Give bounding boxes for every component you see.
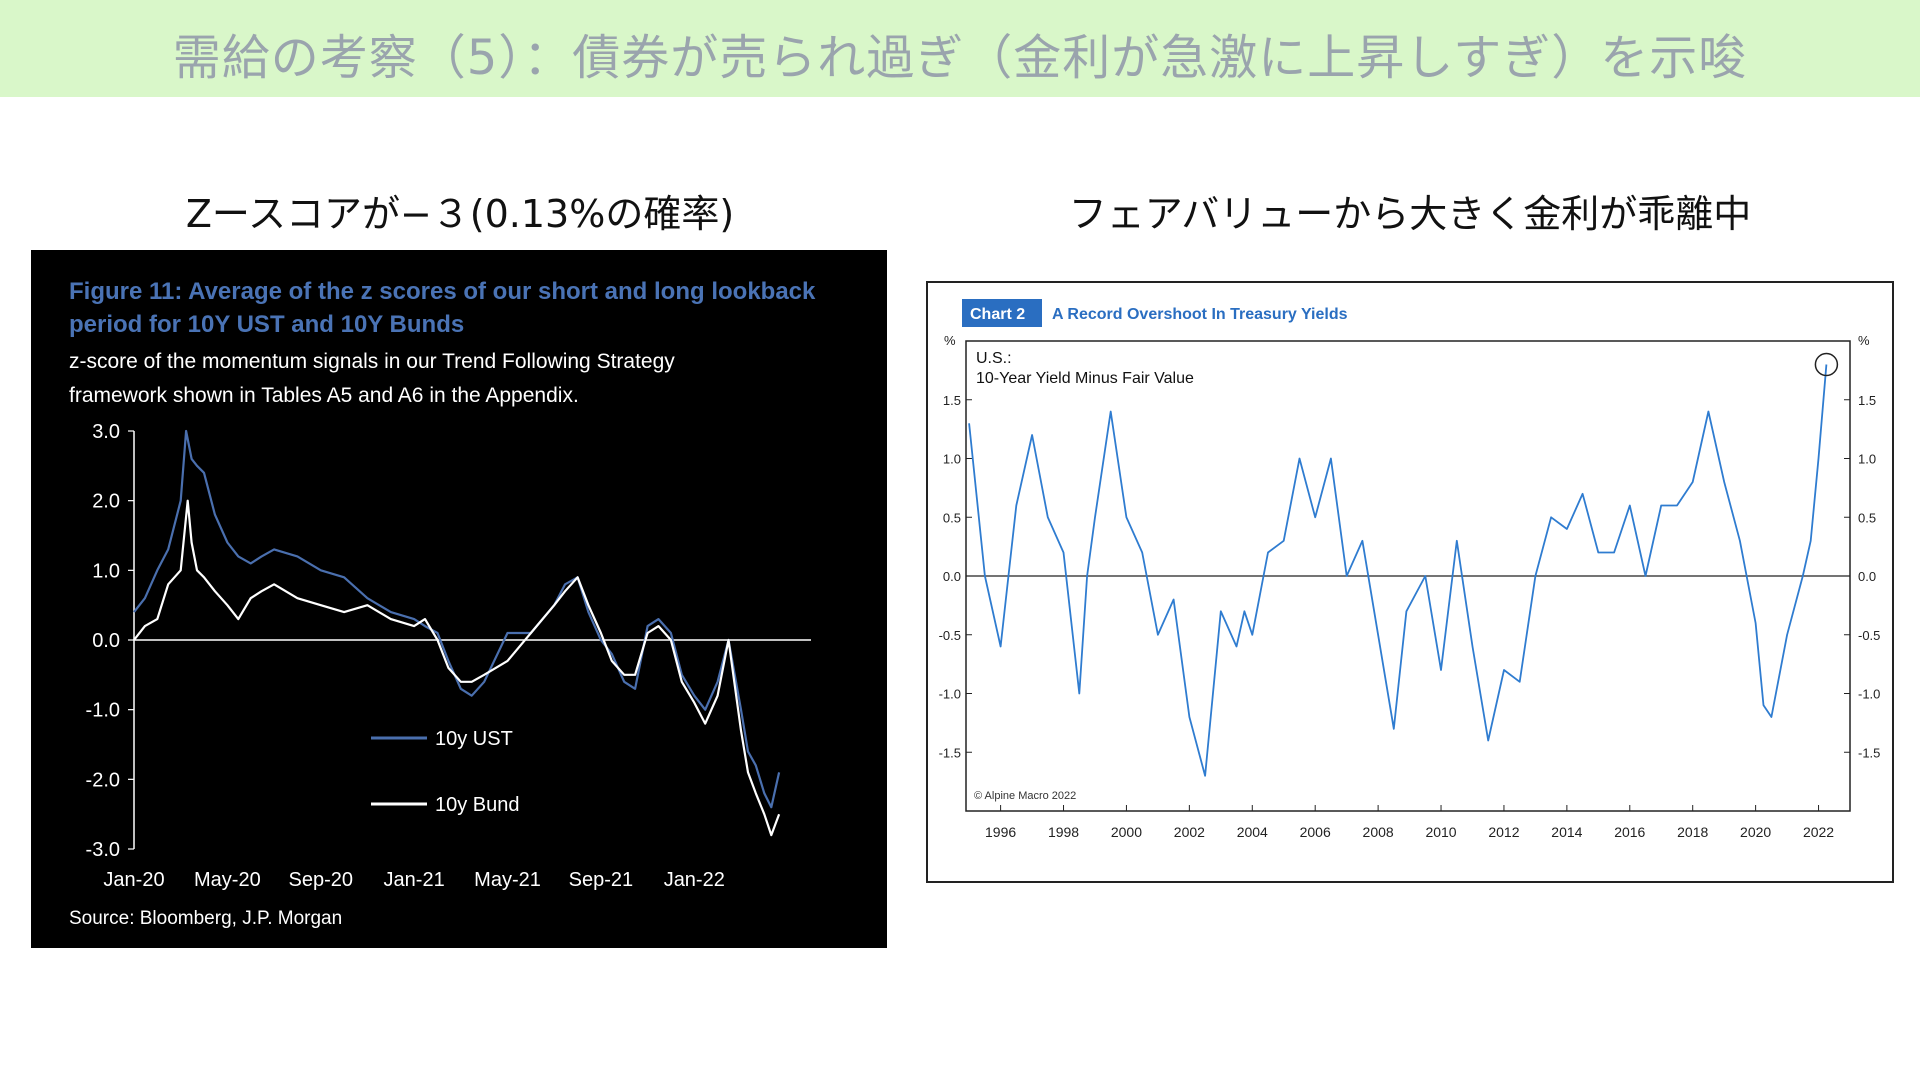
y-tick-label: 0.0	[92, 630, 120, 652]
y-tick-label: -3.0	[86, 839, 120, 861]
y-tick-label-left: 0.0	[943, 569, 961, 584]
left-chart-caption: Zースコアが−３(0.13%の確率)	[185, 192, 735, 236]
y-tick-label-right: -0.5	[1858, 628, 1880, 643]
y-tick-label-right: 0.5	[1858, 510, 1876, 525]
copyright: © Alpine Macro 2022	[974, 790, 1076, 802]
legend-label-bund: 10y Bund	[435, 794, 520, 816]
x-tick-label: 2022	[1803, 824, 1834, 840]
x-tick-label: 2016	[1614, 824, 1645, 840]
y-tick-label-left: -1.5	[939, 745, 961, 760]
x-tick-label: Jan-20	[103, 869, 164, 891]
y-tick-label-right: 1.5	[1858, 393, 1876, 408]
x-tick-label: Sep-21	[569, 869, 634, 891]
y-tick-label-left: 1.5	[943, 393, 961, 408]
ylabel-right: %	[1858, 333, 1870, 348]
chart-subtitle-line2: framework shown in Tables A5 and A6 in t…	[69, 384, 579, 407]
chart-label-badge	[962, 299, 1042, 327]
series-line-ust	[133, 429, 781, 809]
series-line-bund	[133, 499, 781, 837]
x-tick-label: 2008	[1363, 824, 1394, 840]
x-tick-label: Jan-21	[384, 869, 445, 891]
y-tick-label-left: -1.0	[939, 687, 961, 702]
legend-label-ust: 10y UST	[435, 728, 513, 750]
x-tick-label: 2000	[1111, 824, 1142, 840]
ylabel-left: %	[944, 333, 956, 348]
y-tick-label: 1.0	[92, 560, 120, 582]
x-tick-label: 2004	[1237, 824, 1268, 840]
x-tick-label: 1998	[1048, 824, 1079, 840]
y-tick-label-right: 1.0	[1858, 452, 1876, 467]
x-tick-label: 2010	[1425, 824, 1456, 840]
chart-title: A Record Overshoot In Treasury Yields	[1052, 306, 1348, 323]
chart-label: Chart 2	[970, 306, 1025, 323]
inner-label-line2: 10-Year Yield Minus Fair Value	[976, 370, 1194, 387]
y-tick-label-right: -1.5	[1858, 745, 1880, 760]
y-tick-label: 3.0	[92, 421, 120, 443]
x-tick-label: 2018	[1677, 824, 1708, 840]
y-tick-label-left: 0.5	[943, 510, 961, 525]
alpine-macro-chart-svg: Chart 2 A Record Overshoot In Treasury Y…	[939, 299, 1880, 840]
x-tick-label: May-21	[474, 869, 541, 891]
slide-title: 需給の考察（5）：債券が売られ過ぎ（金利が急激に上昇しすぎ）を示唆	[172, 30, 1748, 86]
x-tick-label: May-20	[194, 869, 261, 891]
x-tick-label: 2020	[1740, 824, 1771, 840]
y-tick-label-left: -0.5	[939, 628, 961, 643]
y-tick-label-right: -1.0	[1858, 687, 1880, 702]
title-banner: 需給の考察（5）：債券が売られ過ぎ（金利が急激に上昇しすぎ）を示唆	[0, 0, 1920, 97]
chart-subtitle-line1: z-score of the momentum signals in our T…	[69, 350, 675, 373]
jpm-zscore-chart: Figure 11: Average of the z scores of ou…	[31, 250, 887, 948]
y-tick-label: 2.0	[92, 491, 120, 513]
x-tick-label: Jan-22	[664, 869, 725, 891]
jpm-zscore-chart-svg: Figure 11: Average of the z scores of ou…	[69, 278, 816, 929]
y-tick-label: -1.0	[86, 700, 120, 722]
right-chart-caption: フェアバリューから大きく金利が乖離中	[1068, 192, 1752, 236]
alpine-macro-chart: Chart 2 A Record Overshoot In Treasury Y…	[926, 281, 1894, 883]
inner-label-line1: U.S.:	[976, 350, 1012, 367]
x-tick-label: 2002	[1174, 824, 1205, 840]
x-tick-label: 2006	[1300, 824, 1331, 840]
y-tick-label-right: 0.0	[1858, 569, 1876, 584]
chart-source: Source: Bloomberg, J.P. Morgan	[69, 908, 342, 929]
chart-title-line1: Figure 11: Average of the z scores of ou…	[69, 278, 816, 305]
x-tick-label: 2012	[1488, 824, 1519, 840]
latest-point-circle	[1814, 352, 1839, 377]
x-tick-label: 1996	[985, 824, 1016, 840]
series-line-yield-gap	[968, 364, 1828, 777]
x-tick-label: Sep-20	[289, 869, 354, 891]
y-tick-label-left: 1.0	[943, 452, 961, 467]
chart-title-line2: period for 10Y UST and 10Y Bunds	[69, 311, 464, 338]
x-tick-label: 2014	[1551, 824, 1582, 840]
y-tick-label: -2.0	[86, 769, 120, 791]
